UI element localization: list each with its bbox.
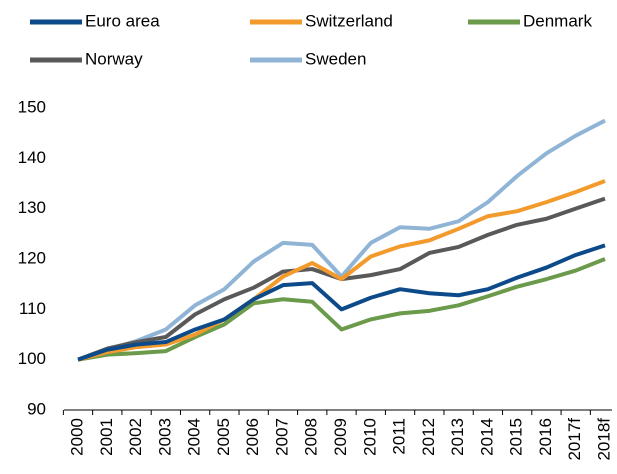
- x-tick-label: 2008: [302, 418, 321, 456]
- x-tick-label: 2002: [126, 418, 145, 456]
- y-tick-label: 110: [19, 299, 46, 318]
- y-tick-label: 100: [18, 349, 46, 368]
- x-tick-label: 2004: [185, 418, 204, 456]
- legend-label: Sweden: [305, 49, 366, 68]
- x-tick-label: 2010: [360, 418, 379, 456]
- series-line: [77, 179, 606, 362]
- y-tick-label: 140: [18, 148, 46, 167]
- x-tick-label: 2007: [272, 418, 291, 456]
- y-tick-label: 120: [18, 248, 46, 267]
- series-line: [77, 257, 606, 362]
- x-tick-label: 2006: [243, 418, 262, 456]
- series-line: [77, 243, 606, 362]
- y-tick-label: 150: [18, 97, 46, 116]
- x-tick-label: 2018f: [594, 418, 613, 461]
- x-tick-label: 2009: [331, 418, 350, 456]
- y-tick-label: 90: [27, 399, 46, 418]
- y-tick-label: 130: [18, 198, 46, 217]
- legend-label: Denmark: [523, 11, 592, 30]
- x-tick-label: 2000: [67, 418, 86, 456]
- series-line: [77, 118, 606, 362]
- x-tick-label: 2016: [536, 418, 555, 456]
- x-tick-label: 2017f: [565, 418, 584, 461]
- x-tick-label: 2015: [507, 418, 526, 456]
- x-tick-label: 2005: [214, 418, 233, 456]
- x-tick-label: 2001: [97, 418, 116, 456]
- x-tick-label: 2011: [390, 418, 409, 455]
- legend-label: Switzerland: [305, 11, 393, 30]
- x-tick-label: 2003: [155, 418, 174, 456]
- legend-label: Norway: [85, 49, 143, 68]
- x-tick-label: 2013: [448, 418, 467, 456]
- x-tick-label: 2012: [419, 418, 438, 456]
- legend-label: Euro area: [85, 11, 160, 30]
- x-tick-label: 2014: [477, 418, 496, 456]
